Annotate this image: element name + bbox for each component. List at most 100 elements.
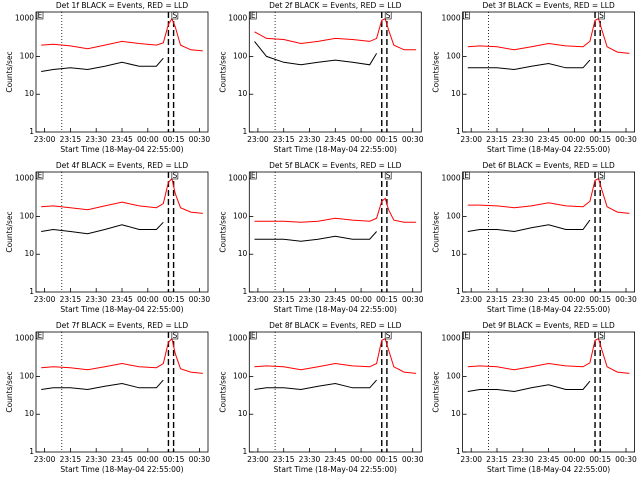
x-tick-label: 23:45 <box>324 135 346 144</box>
x-tick-label: 00:15 <box>163 295 185 304</box>
y-tick-label: 1000 <box>228 174 247 183</box>
x-tick-label: 23:15 <box>486 135 508 144</box>
annotation: S <box>386 331 391 340</box>
y-tick-label: 100 <box>233 51 248 60</box>
x-tick-label: 23:30 <box>299 455 321 464</box>
series-line <box>254 231 377 242</box>
x-tick-label: 23:15 <box>273 295 295 304</box>
y-tick-label: 10 <box>24 409 34 418</box>
y-tick-label: 100 <box>20 51 35 60</box>
x-tick-label: 23:30 <box>299 135 321 144</box>
y-tick-label: 1 <box>29 447 34 456</box>
x-tick-label: 00:30 <box>189 455 211 464</box>
series-line <box>254 17 417 51</box>
x-tick-label: 00:00 <box>350 135 372 144</box>
x-tick-label: 23:15 <box>273 455 295 464</box>
annotation: S <box>172 331 177 340</box>
y-tick-label: 10 <box>24 89 34 98</box>
x-axis-label: Start Time (18-May-04 22:55:00) <box>60 305 183 314</box>
panel: Det 9f BLACK = Events, RED = LLD 1 10 100 10… <box>432 321 637 474</box>
x-tick-label: 00:30 <box>615 135 637 144</box>
annotation: E <box>38 331 43 340</box>
x-tick-label: 00:00 <box>564 135 586 144</box>
annotation-box <box>384 171 392 180</box>
x-tick-label: 00:00 <box>564 455 586 464</box>
x-axis-label: Start Time (18-May-04 22:55:00) <box>487 465 610 474</box>
annotation-box <box>463 331 470 340</box>
x-tick-label: 23:00 <box>460 135 482 144</box>
x-axis-label: Start Time (18-May-04 22:55:00) <box>274 305 397 314</box>
x-tick-label: 23:30 <box>85 135 107 144</box>
annotation-box <box>384 331 392 340</box>
y-tick-label: 1 <box>243 127 248 136</box>
panel-title: Det 3f BLACK = Events, RED = LLD <box>482 1 615 10</box>
x-tick-label: 00:00 <box>137 455 159 464</box>
y-tick-label: 10 <box>24 249 34 258</box>
x-tick-label: 00:30 <box>402 455 424 464</box>
panel-title: Det 2f BLACK = Events, RED = LLD <box>269 1 402 10</box>
x-tick-label: 00:15 <box>163 135 185 144</box>
y-tick-label: 1 <box>29 287 34 296</box>
x-tick-label: 23:45 <box>324 295 346 304</box>
series-line <box>41 177 203 214</box>
series-line <box>467 177 630 214</box>
x-tick-label: 23:00 <box>460 455 482 464</box>
x-tick-label: 23:30 <box>299 295 321 304</box>
panel-title: Det 1f BLACK = Events, RED = LLD <box>56 1 189 10</box>
annotation-box <box>598 11 605 20</box>
x-tick-label: 00:30 <box>615 295 637 304</box>
annotation: S <box>599 11 604 20</box>
annotation: S <box>172 171 177 180</box>
series-line <box>41 17 203 52</box>
annotation: E <box>251 11 256 20</box>
annotation: E <box>251 171 256 180</box>
x-tick-label: 23:00 <box>247 455 269 464</box>
annotation: S <box>386 171 391 180</box>
y-tick-label: 10 <box>238 89 248 98</box>
annotation-box <box>171 11 179 20</box>
annotation: E <box>38 11 43 20</box>
series-line <box>254 337 417 374</box>
annotation-box <box>36 11 44 20</box>
panel-title: Det 6f BLACK = Events, RED = LLD <box>482 161 615 170</box>
x-tick-label: 00:30 <box>189 295 211 304</box>
panel: Det 3f BLACK = Events, RED = LLD 1 10 100 10… <box>432 1 637 154</box>
panel-title: Det 5f BLACK = Events, RED = LLD <box>269 161 402 170</box>
annotation-box <box>384 11 392 20</box>
y-tick-label: 10 <box>451 249 461 258</box>
x-tick-label: 00:30 <box>189 135 211 144</box>
annotation-box <box>598 171 605 180</box>
series-line <box>467 59 591 71</box>
y-tick-label: 1000 <box>15 14 34 23</box>
series-line <box>254 379 377 391</box>
y-tick-label: 1 <box>29 127 34 136</box>
panel-title: Det 8f BLACK = Events, RED = LLD <box>269 321 402 330</box>
x-tick-label: 23:15 <box>60 135 82 144</box>
panel: Det 5f BLACK = Events, RED = LLD 1 10 100 10… <box>218 161 423 314</box>
x-tick-label: 23:00 <box>34 455 56 464</box>
x-axis-label: Start Time (18-May-04 22:55:00) <box>60 465 183 474</box>
y-tick-label: 1 <box>456 447 461 456</box>
annotation: S <box>599 331 604 340</box>
annotation-box <box>463 171 470 180</box>
x-tick-label: 00:00 <box>137 295 159 304</box>
annotation: E <box>464 171 469 180</box>
annotation: S <box>386 11 391 20</box>
x-tick-label: 00:15 <box>589 455 611 464</box>
annotation-box <box>250 11 257 20</box>
series-line <box>467 337 630 374</box>
y-axis-label: Counts/sec <box>432 51 441 92</box>
annotation: S <box>599 171 604 180</box>
panel: Det 8f BLACK = Events, RED = LLD 1 10 100 10… <box>218 321 423 474</box>
x-tick-label: 23:45 <box>111 135 133 144</box>
y-tick-label: 1000 <box>228 14 247 23</box>
annotation: E <box>464 331 469 340</box>
series-line <box>254 41 378 66</box>
y-tick-label: 1000 <box>228 334 247 343</box>
y-axis-label: Counts/sec <box>5 211 14 252</box>
annotation-box <box>36 171 44 180</box>
panel: Det 1f BLACK = Events, RED = LLD 1 10 100 10… <box>5 1 210 154</box>
annotation-box <box>598 331 605 340</box>
y-tick-label: 1 <box>456 287 461 296</box>
